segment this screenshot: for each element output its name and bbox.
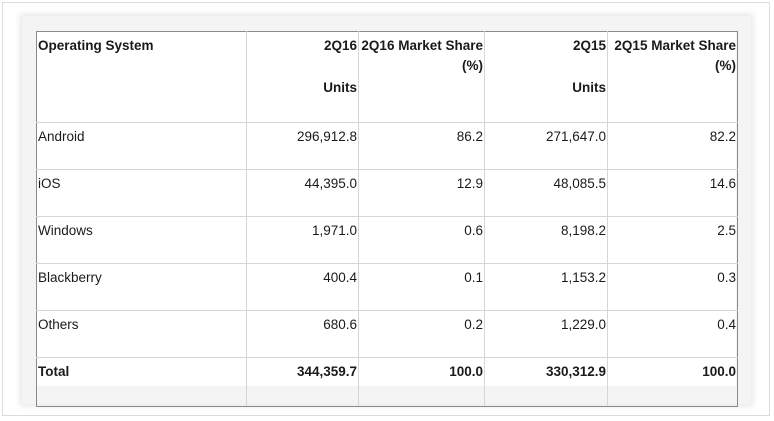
total-units-2q15-cell: 330,312.9 <box>484 357 608 407</box>
total-share-2q15-cell: 100.0 <box>607 357 738 407</box>
table-row: Others 680.6 0.2 1,229.0 0.4 <box>36 310 738 358</box>
header-2q16-market-share: 2Q16 Market Share (%) <box>358 31 485 123</box>
os-name-cell: Others <box>36 310 247 358</box>
header-2q16-label: 2Q16 <box>323 38 357 53</box>
share-2q15-cell: 0.3 <box>607 263 738 311</box>
units-2q16-cell: 44,395.0 <box>246 169 359 217</box>
share-2q16-cell: 0.6 <box>358 216 485 264</box>
units-2q16-cell: 400.4 <box>246 263 359 311</box>
header-2q16-units-label: Units <box>323 80 357 95</box>
units-2q16-cell: 1,971.0 <box>246 216 359 264</box>
total-label-cell: Total <box>36 357 247 407</box>
share-2q16-cell: 0.1 <box>358 263 485 311</box>
header-2q15-label: 2Q15 <box>572 38 606 53</box>
table-total-row: Total 344,359.7 100.0 330,312.9 100.0 <box>36 357 738 407</box>
os-name-cell: Android <box>36 122 247 170</box>
header-operating-system: Operating System <box>36 31 247 123</box>
table-row: Blackberry 400.4 0.1 1,153.2 0.3 <box>36 263 738 311</box>
share-2q15-cell: 82.2 <box>607 122 738 170</box>
header-2q15-units-label: Units <box>572 80 606 95</box>
header-2q15-market-share: 2Q15 Market Share (%) <box>607 31 738 123</box>
table-container: Operating System 2Q16 Units 2Q16 Market … <box>36 31 738 407</box>
total-share-2q16-cell: 100.0 <box>358 357 485 407</box>
header-2q15-units: 2Q15 Units <box>484 31 608 123</box>
os-name-cell: Windows <box>36 216 247 264</box>
share-2q15-cell: 2.5 <box>607 216 738 264</box>
share-2q16-cell: 12.9 <box>358 169 485 217</box>
units-2q15-cell: 8,198.2 <box>484 216 608 264</box>
units-2q15-cell: 48,085.5 <box>484 169 608 217</box>
units-2q15-cell: 271,647.0 <box>484 122 608 170</box>
header-2q16-units: 2Q16 Units <box>246 31 359 123</box>
total-units-2q16-cell: 344,359.7 <box>246 357 359 407</box>
units-2q16-cell: 296,912.8 <box>246 122 359 170</box>
units-2q15-cell: 1,229.0 <box>484 310 608 358</box>
table-row: Windows 1,971.0 0.6 8,198.2 2.5 <box>36 216 738 264</box>
os-market-share-table: Operating System 2Q16 Units 2Q16 Market … <box>36 31 738 407</box>
share-2q16-cell: 86.2 <box>358 122 485 170</box>
share-2q15-cell: 14.6 <box>607 169 738 217</box>
units-2q16-cell: 680.6 <box>246 310 359 358</box>
os-name-cell: iOS <box>36 169 247 217</box>
table-row: iOS 44,395.0 12.9 48,085.5 14.6 <box>36 169 738 217</box>
table-header-row: Operating System 2Q16 Units 2Q16 Market … <box>36 31 738 123</box>
os-name-cell: Blackberry <box>36 263 247 311</box>
table-row: Android 296,912.8 86.2 271,647.0 82.2 <box>36 122 738 170</box>
units-2q15-cell: 1,153.2 <box>484 263 608 311</box>
share-2q16-cell: 0.2 <box>358 310 485 358</box>
share-2q15-cell: 0.4 <box>607 310 738 358</box>
